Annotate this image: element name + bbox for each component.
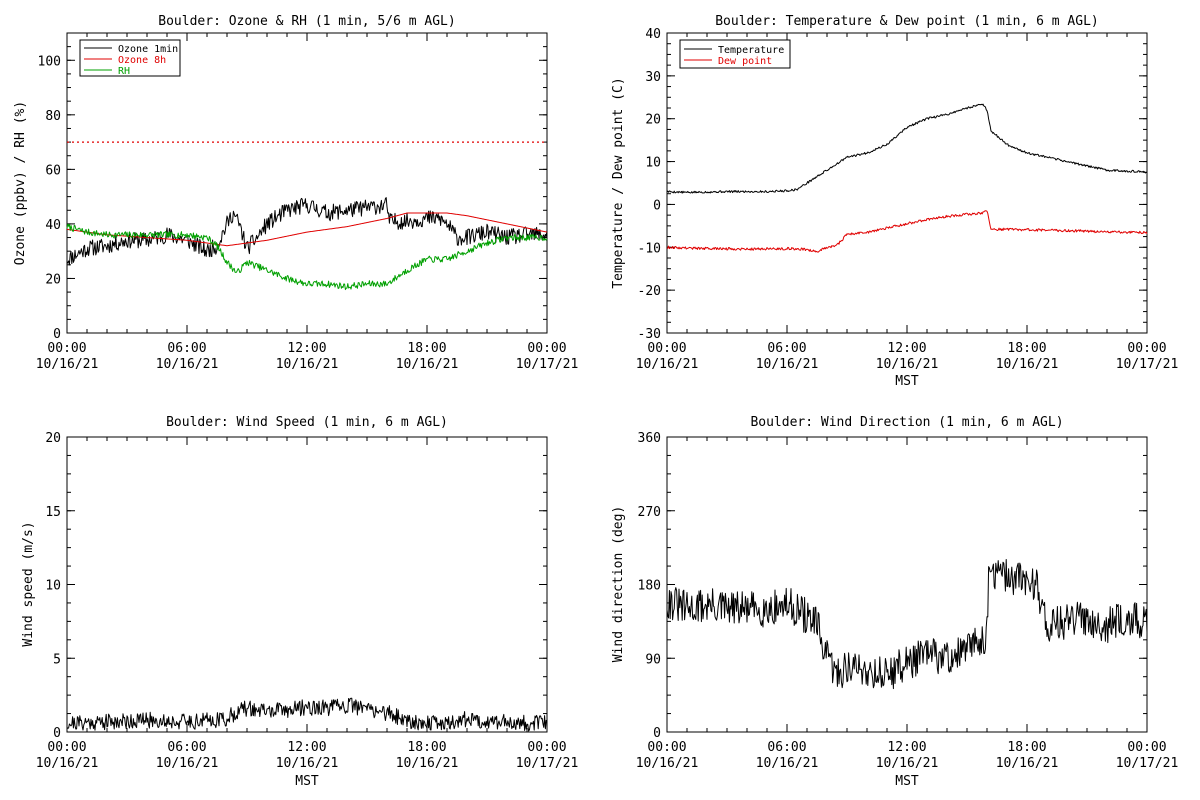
legend-label-ozone-1min: Ozone 1min <box>118 44 178 55</box>
x-tick-label-time: 18:00 <box>407 740 446 755</box>
x-tick-label-date: 10/16/21 <box>36 756 99 771</box>
panel-title: Boulder: Wind Direction (1 min, 6 m AGL) <box>750 415 1063 430</box>
series-line-wind-speed <box>66 697 548 732</box>
y-tick-label: 15 <box>45 505 61 520</box>
x-tick-label-date: 10/16/21 <box>36 357 99 372</box>
x-tick-label-date: 10/16/21 <box>876 357 939 372</box>
x-tick-label-date: 10/17/21 <box>516 357 579 372</box>
legend: Temperature Dew point <box>679 39 791 69</box>
x-tick-label-time: 00:00 <box>47 341 86 356</box>
y-tick-label: 0 <box>53 726 61 741</box>
x-tick-label-time: 18:00 <box>407 341 446 356</box>
y-tick-label: 90 <box>645 652 661 667</box>
x-axis-label: MST <box>895 774 919 789</box>
plot-frame <box>666 32 1148 334</box>
y-tick-label: 180 <box>638 579 661 594</box>
y-tick-label: 40 <box>45 218 61 233</box>
legend-box <box>679 39 791 69</box>
legend-label-temperature: Temperature <box>718 45 784 56</box>
y-axis-label: Ozone (ppbv) / RH (%) <box>13 101 28 265</box>
x-tick-label-time: 06:00 <box>167 740 206 755</box>
x-tick-label-date: 10/16/21 <box>396 756 459 771</box>
y-axis-label: Wind direction (deg) <box>611 506 626 663</box>
x-tick-label-time: 12:00 <box>287 740 326 755</box>
series-line-temperature <box>666 103 1148 194</box>
y-tick-label: -20 <box>638 284 661 299</box>
y-tick-label: 60 <box>45 163 61 178</box>
y-tick-label: 360 <box>638 431 661 446</box>
y-tick-label: 10 <box>645 156 661 171</box>
x-tick-label-time: 12:00 <box>287 341 326 356</box>
x-tick-label-time: 06:00 <box>767 740 806 755</box>
x-tick-label-date: 10/16/21 <box>876 756 939 771</box>
legend-label-dew-point: Dew point <box>718 56 772 67</box>
y-tick-label: 20 <box>45 431 61 446</box>
legend: Ozone 1min Ozone 8h RH <box>79 39 181 77</box>
panel-title: Boulder: Wind Speed (1 min, 6 m AGL) <box>166 415 448 430</box>
x-tick-label-date: 10/16/21 <box>996 756 1059 771</box>
x-tick-label-time: 12:00 <box>887 740 926 755</box>
series-line-wind-dir <box>666 559 1148 690</box>
series-line-ozone-1min <box>66 197 548 266</box>
y-tick-label: 100 <box>38 54 61 69</box>
y-tick-label: 270 <box>638 505 661 520</box>
x-axis-label: MST <box>895 374 919 389</box>
x-tick-label-time: 00:00 <box>527 341 566 356</box>
x-tick-label-date: 10/16/21 <box>996 357 1059 372</box>
x-tick-label-date: 10/16/21 <box>276 756 339 771</box>
y-tick-label: 0 <box>653 726 661 741</box>
panel-ozone-rh: Boulder: Ozone & RH (1 min, 5/6 m AGL) O… <box>13 14 578 372</box>
x-tick-label-date: 10/16/21 <box>756 357 819 372</box>
panel-wind-speed: Boulder: Wind Speed (1 min, 6 m AGL) Win… <box>21 415 578 789</box>
plot-frame <box>666 436 1148 733</box>
y-tick-label: 0 <box>53 327 61 342</box>
panel-temp-dew: Boulder: Temperature & Dew point (1 min,… <box>611 14 1178 389</box>
x-tick-label-time: 06:00 <box>167 341 206 356</box>
x-tick-label-date: 10/16/21 <box>156 357 219 372</box>
plot-frame <box>66 436 548 733</box>
x-tick-label-date: 10/17/21 <box>516 756 579 771</box>
x-axis-label: MST <box>295 774 319 789</box>
y-tick-label: 80 <box>45 109 61 124</box>
legend-label-ozone-8h: Ozone 8h <box>118 55 166 66</box>
x-tick-label-time: 18:00 <box>1007 341 1046 356</box>
x-tick-label-date: 10/16/21 <box>396 357 459 372</box>
legend-label-rh: RH <box>118 66 130 77</box>
x-tick-label-date: 10/17/21 <box>1116 357 1179 372</box>
x-tick-label-date: 10/16/21 <box>636 357 699 372</box>
y-tick-label: 0 <box>653 198 661 213</box>
y-tick-label: -30 <box>638 327 661 342</box>
y-tick-label: -10 <box>638 241 661 256</box>
x-tick-label-time: 18:00 <box>1007 740 1046 755</box>
x-tick-label-time: 00:00 <box>1127 341 1166 356</box>
x-tick-label-time: 12:00 <box>887 341 926 356</box>
panel-title: Boulder: Ozone & RH (1 min, 5/6 m AGL) <box>158 14 455 29</box>
y-tick-label: 30 <box>645 70 661 85</box>
x-tick-label-date: 10/17/21 <box>1116 756 1179 771</box>
panel-title: Boulder: Temperature & Dew point (1 min,… <box>715 14 1099 29</box>
panel-wind-direction: Boulder: Wind Direction (1 min, 6 m AGL)… <box>611 415 1178 789</box>
x-tick-label-time: 00:00 <box>47 740 86 755</box>
y-tick-label: 5 <box>53 652 61 667</box>
x-tick-label-time: 00:00 <box>527 740 566 755</box>
y-tick-label: 40 <box>645 27 661 42</box>
x-tick-label-date: 10/16/21 <box>156 756 219 771</box>
x-tick-label-date: 10/16/21 <box>756 756 819 771</box>
y-tick-label: 20 <box>45 272 61 287</box>
y-axis-label: Wind speed (m/s) <box>21 521 36 646</box>
plot-frame <box>66 32 548 334</box>
x-tick-label-time: 00:00 <box>647 341 686 356</box>
x-tick-label-time: 00:00 <box>1127 740 1166 755</box>
x-tick-label-time: 06:00 <box>767 341 806 356</box>
x-tick-label-date: 10/16/21 <box>276 357 339 372</box>
x-tick-label-date: 10/16/21 <box>636 756 699 771</box>
y-tick-label: 10 <box>45 579 61 594</box>
y-axis-label: Temperature / Dew point (C) <box>611 77 626 288</box>
series-line-dew-point <box>666 210 1148 253</box>
series-line-rh <box>66 223 548 291</box>
x-tick-label-time: 00:00 <box>647 740 686 755</box>
y-tick-label: 20 <box>645 113 661 128</box>
